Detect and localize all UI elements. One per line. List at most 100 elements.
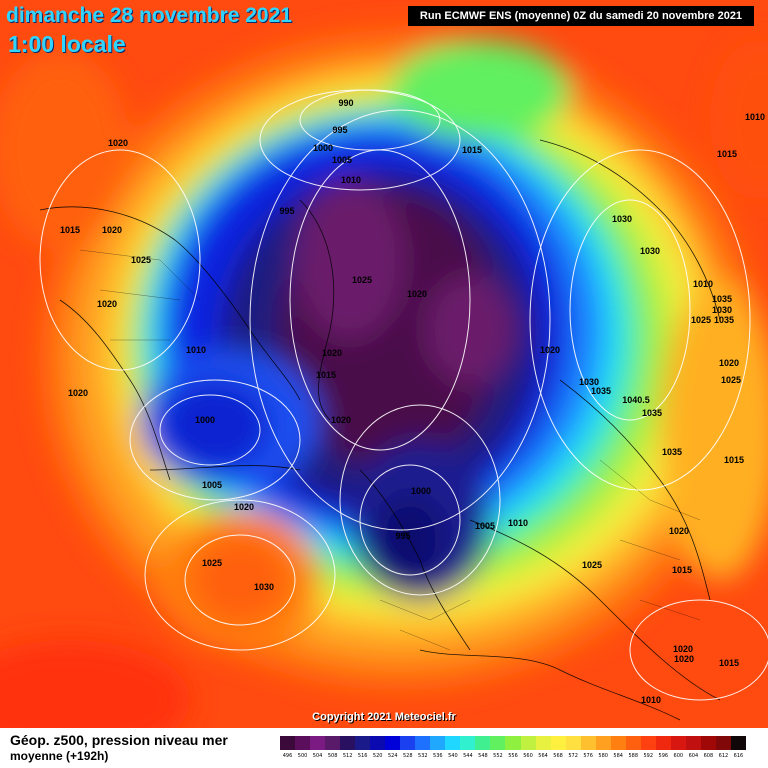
isobar-label: 1005 bbox=[332, 155, 352, 165]
isobar-label: 1025 bbox=[721, 375, 741, 385]
legend-swatch bbox=[505, 736, 521, 750]
legend-tick: 528 bbox=[402, 753, 413, 759]
isobar-label: 1020 bbox=[68, 388, 88, 398]
run-info: Run ECMWF ENS (moyenne) 0Z du samedi 20 … bbox=[408, 6, 754, 26]
isobar-label: 1015 bbox=[672, 565, 692, 575]
legend-swatch bbox=[445, 736, 461, 750]
legend-tick: 508 bbox=[327, 753, 338, 759]
isobar-label: 995 bbox=[332, 125, 347, 135]
isobar-label: 1020 bbox=[97, 299, 117, 309]
legend-swatch bbox=[295, 736, 311, 750]
legend-swatch bbox=[685, 736, 701, 750]
isobar-label: 1020 bbox=[322, 348, 342, 358]
legend-swatch bbox=[640, 736, 656, 750]
legend-swatch bbox=[385, 736, 401, 750]
isobar-label: 1005 bbox=[475, 521, 495, 531]
legend-swatch bbox=[490, 736, 506, 750]
legend-tick: 520 bbox=[372, 753, 383, 759]
legend-swatch bbox=[340, 736, 356, 750]
isobar-label: 1010 bbox=[341, 175, 361, 185]
isobar-label: 1015 bbox=[717, 149, 737, 159]
footer: Géop. z500, pression niveau mer moyenne … bbox=[0, 728, 768, 768]
legend-swatch bbox=[415, 736, 431, 750]
legend-tick: 576 bbox=[583, 753, 593, 759]
legend-swatch bbox=[310, 736, 326, 750]
isobar-label: 1015 bbox=[719, 658, 739, 668]
legend-tick: 588 bbox=[628, 753, 638, 759]
legend-tick: 616 bbox=[733, 753, 744, 759]
isobar-label: 1020 bbox=[108, 138, 128, 148]
isobar-label: 1020 bbox=[234, 502, 254, 512]
isobar-label: 1015 bbox=[724, 455, 744, 465]
legend-swatch bbox=[565, 736, 581, 750]
legend-swatch bbox=[355, 736, 371, 750]
isobar-label: 1025 bbox=[131, 255, 151, 265]
legend-tick: 596 bbox=[658, 753, 669, 759]
isobar-label: 1020 bbox=[102, 225, 122, 235]
legend-tick: 544 bbox=[463, 753, 473, 759]
legend-swatch bbox=[475, 736, 491, 750]
legend-swatch bbox=[280, 736, 296, 750]
legend-tick: 500 bbox=[297, 753, 308, 759]
legend-swatch bbox=[625, 736, 641, 750]
isobars bbox=[39, 89, 768, 701]
isobar-label: 1025 bbox=[691, 315, 711, 325]
forecast-date: dimanche 28 novembre 2021 bbox=[6, 4, 292, 27]
legend-tick: 504 bbox=[312, 753, 323, 759]
color-legend bbox=[280, 736, 746, 750]
isobar-label: 1035 bbox=[712, 294, 732, 304]
legend-tick: 612 bbox=[718, 753, 729, 759]
legend-tick: 536 bbox=[433, 753, 443, 759]
isobar-label: 1020 bbox=[673, 644, 693, 654]
legend-tick: 604 bbox=[688, 753, 699, 759]
legend-swatch bbox=[370, 736, 386, 750]
forecast-time: 1:00 locale bbox=[8, 31, 126, 57]
legend-tick: 584 bbox=[613, 753, 623, 759]
isobar-label: 1030 bbox=[612, 214, 632, 224]
isobar-label: 1035 bbox=[642, 408, 662, 418]
legend-swatch bbox=[610, 736, 626, 750]
legend-tick: 568 bbox=[553, 753, 563, 759]
isobar-label: 1000 bbox=[195, 415, 215, 425]
isobar-label: 1020 bbox=[407, 289, 427, 299]
isobar-label: 1010 bbox=[186, 345, 206, 355]
map-subtitle: moyenne (+192h) bbox=[10, 749, 109, 763]
legend-swatch bbox=[325, 736, 341, 750]
isobar-label: 1025 bbox=[202, 558, 222, 568]
isobar-label: 1020 bbox=[674, 654, 694, 664]
legend-swatch bbox=[595, 736, 611, 750]
legend-tick: 524 bbox=[387, 753, 398, 759]
isobar-label: 1015 bbox=[60, 225, 80, 235]
legend-swatch bbox=[655, 736, 671, 750]
isobar-label: 1010 bbox=[641, 695, 661, 705]
isobar-label: 990 bbox=[338, 98, 353, 108]
isobar-label: 1040.5 bbox=[622, 395, 650, 405]
legend-swatch bbox=[400, 736, 416, 750]
isobar-label: 995 bbox=[279, 206, 294, 216]
legend-tick: 560 bbox=[523, 753, 533, 759]
isobar-label: 1020 bbox=[540, 345, 560, 355]
copyright: Copyright 2021 Meteociel.fr bbox=[312, 711, 456, 723]
legend-swatch bbox=[670, 736, 686, 750]
isobar-label: 1005 bbox=[202, 480, 222, 490]
legend-swatch bbox=[430, 736, 446, 750]
borders bbox=[79, 249, 701, 651]
isobar-label: 1030 bbox=[579, 377, 599, 387]
isobar-label: 1000 bbox=[411, 486, 431, 496]
legend-swatch bbox=[580, 736, 596, 750]
legend-tick: 580 bbox=[598, 753, 608, 759]
legend-tick: 556 bbox=[508, 753, 518, 759]
legend-tick: 608 bbox=[703, 753, 714, 759]
isobar-label: 1010 bbox=[693, 279, 713, 289]
legend-tick: 540 bbox=[448, 753, 458, 759]
coastlines bbox=[39, 139, 721, 721]
legend-swatch bbox=[730, 736, 746, 750]
isobar-label: 1020 bbox=[669, 526, 689, 536]
legend-swatch bbox=[550, 736, 566, 750]
isobar-label: 1030 bbox=[712, 305, 732, 315]
legend-swatch bbox=[715, 736, 731, 750]
isobar-label: 1030 bbox=[640, 246, 660, 256]
legend-tick: 516 bbox=[357, 753, 368, 759]
legend-tick: 564 bbox=[538, 753, 548, 759]
isobar-label: 1010 bbox=[508, 518, 528, 528]
